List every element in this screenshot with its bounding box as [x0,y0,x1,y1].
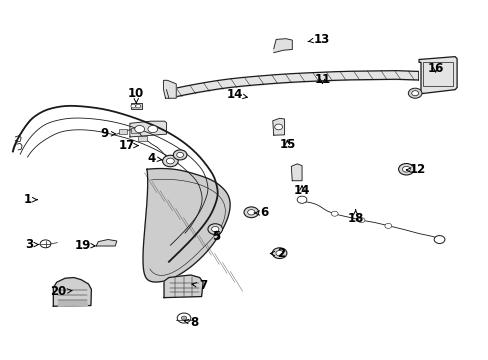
Circle shape [40,240,51,248]
Text: 1: 1 [23,193,37,206]
Polygon shape [96,239,117,246]
Polygon shape [273,39,292,53]
Circle shape [330,211,337,216]
Text: 16: 16 [427,62,443,75]
Circle shape [357,218,364,223]
Text: 12: 12 [406,163,426,176]
Circle shape [181,316,186,320]
Polygon shape [163,275,203,298]
Circle shape [272,248,286,258]
Text: 15: 15 [279,138,295,151]
Text: 2: 2 [270,247,285,260]
Polygon shape [130,121,166,137]
Polygon shape [142,168,230,282]
Circle shape [148,126,158,133]
Circle shape [136,104,141,108]
Circle shape [176,152,183,157]
Polygon shape [58,301,87,306]
Text: 14: 14 [226,88,247,101]
Circle shape [135,126,144,133]
Polygon shape [53,278,91,306]
Text: 13: 13 [307,32,329,46]
Circle shape [244,207,258,218]
Bar [131,103,142,109]
Circle shape [274,124,282,130]
Text: 10: 10 [128,87,144,103]
Bar [422,62,452,86]
Circle shape [162,155,178,167]
Text: 6: 6 [254,207,267,220]
Text: 17: 17 [118,139,138,152]
Circle shape [207,224,222,234]
Polygon shape [272,118,284,135]
Bar [138,135,147,140]
Circle shape [411,91,418,96]
Circle shape [166,158,174,164]
Circle shape [247,210,254,215]
Text: 3: 3 [25,238,39,251]
Circle shape [173,150,186,160]
Polygon shape [291,164,302,181]
Polygon shape [163,80,176,98]
Bar [119,130,127,134]
Circle shape [275,251,283,256]
Text: 4: 4 [147,152,162,165]
Circle shape [407,88,421,98]
Text: 18: 18 [347,210,363,225]
Text: 11: 11 [314,73,330,86]
Circle shape [131,104,136,108]
Text: 7: 7 [192,279,207,292]
Polygon shape [418,57,456,94]
Circle shape [433,235,444,243]
Circle shape [211,226,219,232]
Text: 9: 9 [100,127,116,140]
Circle shape [384,224,391,228]
Text: 8: 8 [184,316,199,329]
Bar [131,129,140,134]
Circle shape [177,313,190,323]
Circle shape [297,196,306,203]
Circle shape [402,166,409,172]
Text: 19: 19 [74,239,95,252]
Text: 14: 14 [293,184,309,197]
Text: 20: 20 [50,285,72,298]
Text: 5: 5 [212,230,220,243]
Circle shape [398,163,413,175]
